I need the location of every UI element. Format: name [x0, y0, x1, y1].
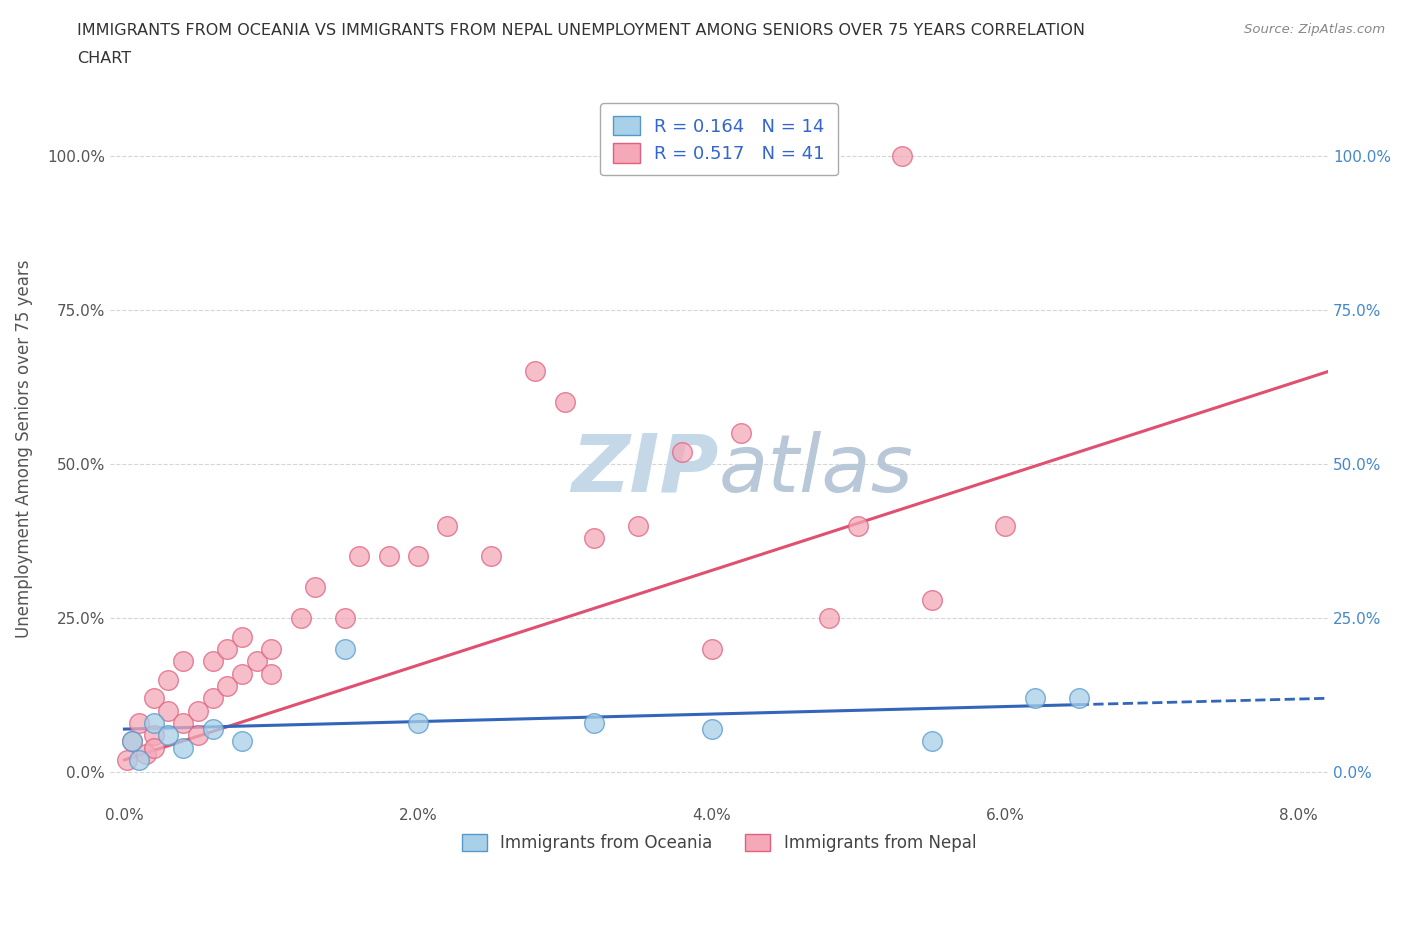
Point — [627, 518, 650, 533]
Point — [245, 654, 267, 669]
Point — [172, 715, 194, 730]
Point — [333, 611, 356, 626]
Point — [1067, 691, 1090, 706]
Point — [260, 642, 283, 657]
Point — [231, 734, 253, 749]
Point — [818, 611, 841, 626]
Point — [217, 679, 239, 694]
Point — [201, 722, 224, 737]
Y-axis label: Unemployment Among Seniors over 75 years: Unemployment Among Seniors over 75 years — [15, 259, 32, 638]
Point — [142, 728, 165, 743]
Point — [172, 740, 194, 755]
Point — [377, 549, 399, 564]
Point — [290, 611, 312, 626]
Point — [406, 715, 429, 730]
Point — [333, 642, 356, 657]
Point — [187, 703, 209, 718]
Point — [481, 549, 503, 564]
Point — [157, 672, 180, 687]
Point — [994, 518, 1017, 533]
Point — [128, 752, 150, 767]
Text: IMMIGRANTS FROM OCEANIA VS IMMIGRANTS FROM NEPAL UNEMPLOYMENT AMONG SENIORS OVER: IMMIGRANTS FROM OCEANIA VS IMMIGRANTS FR… — [77, 23, 1085, 38]
Point — [121, 734, 143, 749]
Point — [217, 642, 239, 657]
Point — [142, 715, 165, 730]
Point — [1024, 691, 1046, 706]
Point — [554, 395, 576, 410]
Point — [157, 728, 180, 743]
Text: ZIP: ZIP — [572, 431, 718, 509]
Point — [349, 549, 371, 564]
Point — [406, 549, 429, 564]
Point — [848, 518, 870, 533]
Point — [121, 734, 143, 749]
Point — [921, 592, 943, 607]
Text: atlas: atlas — [718, 431, 914, 509]
Point — [142, 740, 165, 755]
Point — [436, 518, 458, 533]
Legend: Immigrants from Oceania, Immigrants from Nepal: Immigrants from Oceania, Immigrants from… — [456, 827, 983, 858]
Point — [583, 715, 606, 730]
Point — [157, 703, 180, 718]
Point — [135, 746, 157, 761]
Point — [201, 654, 224, 669]
Point — [583, 530, 606, 545]
Point — [117, 752, 139, 767]
Text: Source: ZipAtlas.com: Source: ZipAtlas.com — [1244, 23, 1385, 36]
Point — [700, 642, 723, 657]
Point — [921, 734, 943, 749]
Point — [700, 722, 723, 737]
Text: CHART: CHART — [77, 51, 131, 66]
Point — [891, 148, 914, 163]
Point — [142, 691, 165, 706]
Point — [730, 426, 752, 441]
Point — [187, 728, 209, 743]
Point — [231, 630, 253, 644]
Point — [231, 666, 253, 681]
Point — [201, 691, 224, 706]
Point — [260, 666, 283, 681]
Point — [172, 654, 194, 669]
Point — [304, 579, 326, 594]
Point — [128, 715, 150, 730]
Point — [671, 445, 693, 459]
Point — [524, 364, 547, 379]
